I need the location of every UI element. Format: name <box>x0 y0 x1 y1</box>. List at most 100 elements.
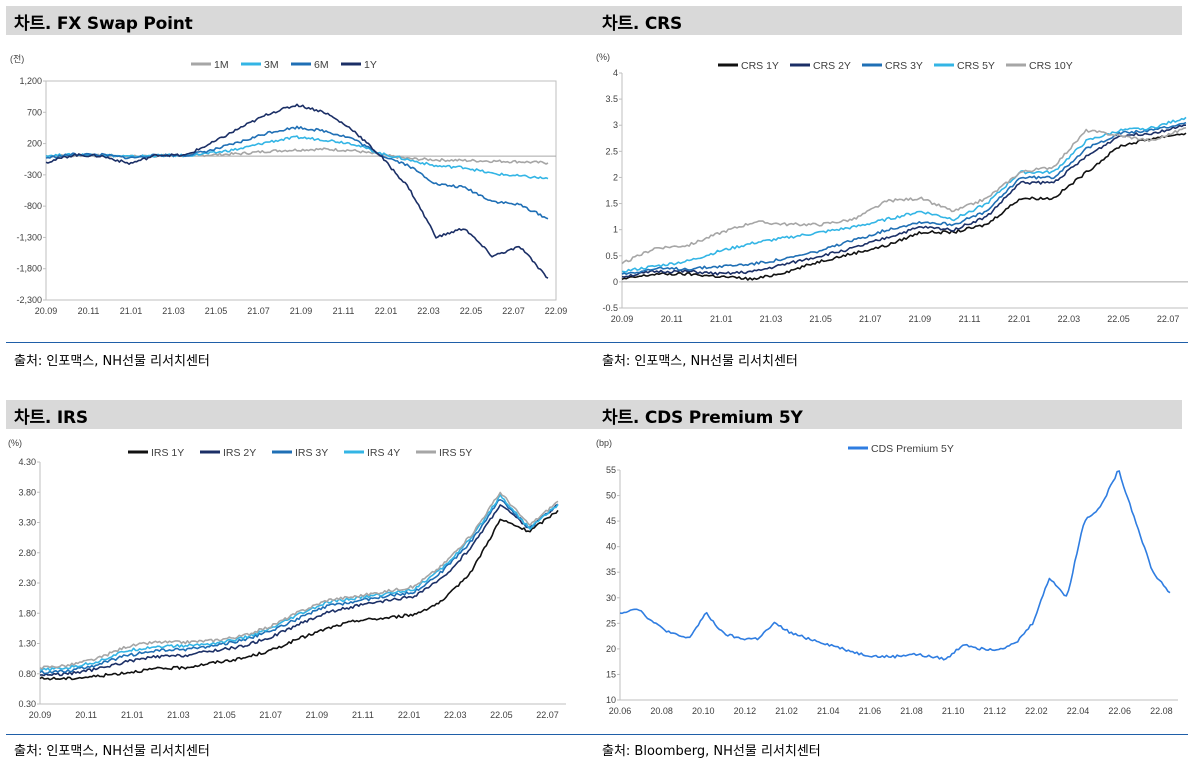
y-tick-label: -800 <box>24 201 42 211</box>
crs-panel: 차트. CRS (%) 4 3.5 3 2.5 2 1.5 1 0.5 0 -0.5 20.09 20.… <box>594 6 1188 386</box>
panel-title: 차트. CRS <box>602 14 683 34</box>
y-tick-label: 0.5 <box>605 251 618 261</box>
source-note: 출처: Bloomberg, NH선물 리서치센터 <box>602 744 821 759</box>
x-tick-label: 21.01 <box>710 314 733 324</box>
y-tick-label: 3 <box>613 120 618 130</box>
legend-label: 6M <box>314 59 329 71</box>
x-tick-label: 21.01 <box>120 306 143 316</box>
y-tick-label: 1.80 <box>18 608 36 618</box>
y-tick-label: -1,800 <box>16 264 42 274</box>
y-tick-label: 2.30 <box>18 578 36 588</box>
y-tick-label: 0 <box>613 277 618 287</box>
y-tick-label: -1,300 <box>16 232 42 242</box>
irs-chart: (%)4.303.803.302.802.301.801.300.800.302… <box>8 438 566 720</box>
x-tick-label: 20.08 <box>650 706 673 716</box>
series-line-1m <box>46 147 549 165</box>
x-tick-label: 20.10 <box>692 706 715 716</box>
plot-frame <box>45 80 557 301</box>
legend-label: 3M <box>264 59 279 71</box>
legend-label: CRS 2Y <box>813 60 851 72</box>
panel-header: 차트. CDS Premium 5Y <box>594 400 1182 429</box>
x-tick-label: 21.01 <box>121 710 144 720</box>
y-tick-label: 700 <box>27 107 42 117</box>
x-tick-label: 21.03 <box>167 710 190 720</box>
y-tick-label: 1.5 <box>605 199 618 209</box>
x-tick-label: 21.08 <box>900 706 923 716</box>
legend-label: CRS 5Y <box>957 60 995 72</box>
series-line-irs-5y <box>39 491 559 670</box>
y-tick-label: 3.5 <box>605 94 618 104</box>
y-tick-label: 20 <box>606 644 616 654</box>
legend-label: IRS 5Y <box>439 447 472 459</box>
legend-label: 1Y <box>364 59 377 71</box>
series-line-crs-2y <box>621 124 1187 278</box>
legend-label: CRS 1Y <box>741 60 779 72</box>
x-tick-label: 20.11 <box>75 710 97 720</box>
panel-title: 차트. IRS <box>14 408 88 428</box>
y-tick-label: 0.80 <box>18 669 36 679</box>
panel-header: 차트. IRS <box>6 400 594 429</box>
x-tick-label: 22.03 <box>444 710 467 720</box>
y-tick-label: -300 <box>24 170 42 180</box>
source-note: 출처: 인포맥스, NH선물 리서치센터 <box>14 354 210 369</box>
x-tick-label: 22.05 <box>490 710 513 720</box>
y-tick-label: 1 <box>613 225 618 235</box>
y-unit-label: (%) <box>8 438 22 448</box>
y-tick-label: 25 <box>606 618 616 628</box>
series-line-irs-3y <box>39 499 559 675</box>
x-tick-label: 21.05 <box>205 306 228 316</box>
irs-panel: 차트. IRS (%) 4.30 3.80 3.30 2.80 2.30 1.80 1.30 0… <box>6 400 600 780</box>
x-tick-label: 21.07 <box>859 314 882 324</box>
legend-label: CRS 10Y <box>1029 60 1073 72</box>
source-note: 출처: 인포맥스, NH선물 리서치센터 <box>602 354 798 369</box>
y-tick-label: 3.80 <box>18 487 36 497</box>
x-tick-label: 22.01 <box>398 710 421 720</box>
y-tick-label: 40 <box>606 542 616 552</box>
y-tick-label: 2.80 <box>18 548 36 558</box>
series-line-6m <box>45 125 549 220</box>
legend-label: IRS 2Y <box>223 447 256 459</box>
y-unit-label: (bp) <box>596 438 612 448</box>
x-tick-label: 22.04 <box>1067 706 1090 716</box>
y-tick-label: 3.30 <box>18 518 36 528</box>
x-tick-label: 21.11 <box>352 710 374 720</box>
series-line-irs-4y <box>39 493 559 672</box>
x-tick-label: 22.07 <box>502 306 525 316</box>
y-tick-label: 10 <box>606 695 616 705</box>
x-tick-label: 21.11 <box>959 314 981 324</box>
y-tick-label: 15 <box>606 669 616 679</box>
x-tick-label: 21.12 <box>984 706 1007 716</box>
series-line-cds-premium-5y <box>619 470 1171 661</box>
panel-title: 차트. CDS Premium 5Y <box>602 408 803 428</box>
y-unit-label: (%) <box>596 52 610 62</box>
x-tick-label: 22.06 <box>1108 706 1131 716</box>
x-tick-label: 22.07 <box>536 710 559 720</box>
series-line-crs-1y <box>621 132 1187 281</box>
fx-swap-chart: (전) 1,200 700 200 -300 -800 -1,300 -1,800 -2,300… <box>10 54 567 316</box>
y-unit-label: (전) <box>10 54 24 64</box>
x-tick-label: 21.05 <box>809 314 832 324</box>
x-tick-label: 21.03 <box>162 306 185 316</box>
source-divider <box>6 342 594 343</box>
x-tick-label: 20.06 <box>609 706 632 716</box>
legend-label: CDS Premium 5Y <box>871 443 954 455</box>
source-divider <box>6 734 594 735</box>
series-line-crs-3y <box>621 121 1187 275</box>
x-tick-label: 20.11 <box>78 306 100 316</box>
x-tick-label: 20.09 <box>35 306 58 316</box>
x-tick-label: 22.01 <box>375 306 398 316</box>
x-tick-label: 21.07 <box>247 306 270 316</box>
y-tick-label: 55 <box>606 465 616 475</box>
x-tick-label: 21.09 <box>306 710 329 720</box>
crs-chart: (%)4 3.5 3 2.5 2 1.5 1 0.5 0 -0.520.09 20.11 21.01 2… <box>596 52 1188 324</box>
x-tick-label: 21.05 <box>213 710 236 720</box>
source-note: 출처: 인포맥스, NH선물 리서치센터 <box>14 744 210 759</box>
panel-header: 차트. FX Swap Point <box>6 6 594 35</box>
y-tick-label: 4 <box>613 68 618 78</box>
x-tick-label: 20.12 <box>734 706 757 716</box>
source-divider <box>594 342 1188 343</box>
panel-title: 차트. FX Swap Point <box>14 14 193 34</box>
x-tick-label: 22.05 <box>1107 314 1130 324</box>
x-tick-label: 22.03 <box>417 306 440 316</box>
